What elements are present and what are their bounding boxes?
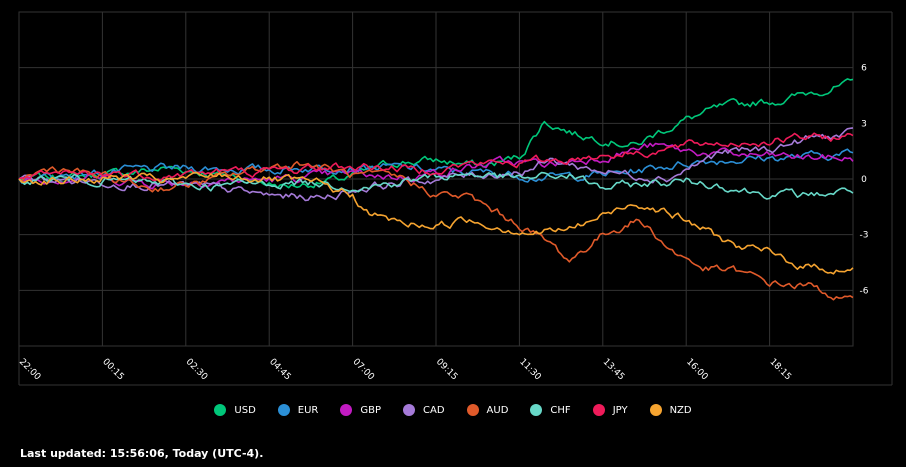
y-tick-label: 0 bbox=[861, 175, 867, 185]
series-line-usd bbox=[18, 78, 854, 189]
legend-label: AUD bbox=[486, 404, 509, 416]
legend-swatch bbox=[214, 404, 227, 416]
legend-label: CAD bbox=[423, 404, 445, 416]
x-tick-label: 16:00 bbox=[684, 357, 710, 383]
y-tick-label: -6 bbox=[860, 286, 869, 296]
legend-swatch bbox=[592, 404, 605, 416]
y-axis-ticks: 6 3 0 -3 -6 bbox=[860, 64, 869, 297]
series-line-cad bbox=[18, 127, 854, 202]
legend-label: CHF bbox=[550, 404, 571, 416]
legend-swatch bbox=[530, 404, 543, 416]
legend-swatch bbox=[466, 404, 479, 416]
series-line-eur bbox=[18, 148, 854, 184]
x-tick-label: 13:45 bbox=[601, 357, 626, 382]
x-tick-label: 00:15 bbox=[100, 357, 125, 382]
series-line-chf bbox=[18, 171, 854, 200]
legend-item-nzd[interactable]: NZD bbox=[649, 404, 692, 416]
last-updated-text: Last updated: 15:56:06, Today (UTC-4). bbox=[20, 447, 264, 460]
legend-item-gbp[interactable]: GBP bbox=[340, 404, 381, 416]
x-tick-label: 02:30 bbox=[184, 357, 210, 383]
legend-item-eur[interactable]: EUR bbox=[277, 404, 319, 416]
legend-item-usd[interactable]: USD bbox=[214, 404, 256, 416]
y-tick-label: -3 bbox=[860, 231, 869, 241]
legend-item-cad[interactable]: CAD bbox=[403, 404, 445, 416]
x-tick-label: 11:30 bbox=[517, 357, 543, 383]
series-line-nzd bbox=[18, 171, 854, 275]
series-line-aud bbox=[18, 161, 854, 301]
y-tick-label: 6 bbox=[861, 64, 867, 74]
x-tick-label: 04:45 bbox=[267, 357, 292, 382]
x-tick-label: 09:15 bbox=[434, 357, 459, 382]
series-line-jpy bbox=[18, 132, 854, 182]
legend-label: EUR bbox=[297, 404, 319, 416]
legend-label: GBP bbox=[360, 404, 382, 416]
y-tick-label: 3 bbox=[861, 119, 867, 129]
legend-swatch bbox=[340, 404, 353, 416]
x-tick-label: 22:00 bbox=[17, 357, 43, 383]
legend-swatch bbox=[403, 404, 416, 416]
currency-strength-chart: 6 3 0 -3 -6 22:00 00:15 02:30 04:45 07:00 09:15 11… bbox=[17, 11, 893, 386]
legend-label: JPY bbox=[612, 404, 628, 416]
legend-label: NZD bbox=[669, 404, 692, 416]
x-tick-label: 18:15 bbox=[767, 357, 792, 382]
x-axis-ticks: 22:00 00:15 02:30 04:45 07:00 09:15 11:30 13:45… bbox=[17, 357, 793, 383]
legend-swatch bbox=[649, 404, 662, 416]
chart-grid bbox=[18, 11, 893, 386]
legend-item-chf[interactable]: CHF bbox=[530, 404, 571, 416]
legend-swatch bbox=[277, 404, 290, 416]
legend: USD EUR GBP CAD AUD CHF JPY NZD bbox=[0, 404, 906, 416]
legend-label: USD bbox=[234, 404, 256, 416]
legend-item-aud[interactable]: AUD bbox=[466, 404, 509, 416]
legend-item-jpy[interactable]: JPY bbox=[592, 404, 628, 416]
x-tick-label: 07:00 bbox=[350, 357, 376, 383]
series-lines bbox=[18, 78, 854, 301]
